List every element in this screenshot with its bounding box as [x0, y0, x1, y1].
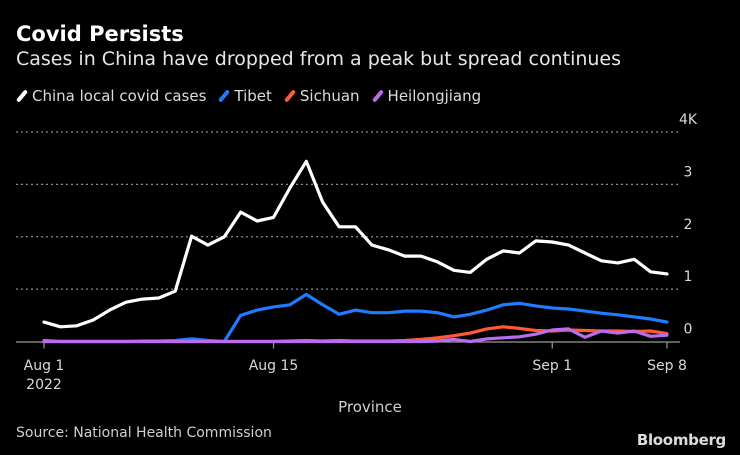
- x-tick-label: Sep 1: [532, 358, 572, 374]
- y-tick-label: 1: [684, 269, 693, 285]
- y-tick-label: 4K: [679, 112, 698, 128]
- x-axis-title: Province: [338, 398, 402, 416]
- legend-label: Heilongjiang: [387, 87, 482, 105]
- x-tick-label: Aug 1: [24, 358, 65, 374]
- x-axis: Aug 1 2022 Aug 15 Sep 1 Sep 8: [16, 341, 687, 393]
- legend-item-sichuan: Sichuan: [283, 87, 360, 105]
- series-lines: [42, 159, 669, 344]
- legend: China local covid cases Tibet Sichuan He…: [15, 87, 493, 105]
- y-tick-label: 3: [684, 164, 693, 180]
- series-line-china-local-covid-cases: [42, 159, 669, 329]
- y-tick-label: 0: [684, 322, 693, 338]
- series-line-sichuan: [42, 325, 669, 344]
- chart-subtitle: Cases in China have dropped from a peak …: [16, 48, 622, 70]
- legend-label: Sichuan: [299, 87, 360, 105]
- legend-item-china: China local covid cases: [15, 87, 207, 105]
- chart-title: Covid Persists: [16, 22, 184, 46]
- gridlines: [16, 131, 680, 290]
- y-axis-labels: 0 1 2 3 4K: [679, 112, 698, 338]
- y-tick-label: 2: [684, 217, 693, 233]
- source-note: Source: National Health Commission: [16, 425, 272, 441]
- x-tick-label: Aug 15: [249, 358, 299, 374]
- legend-item-heilongjiang: Heilongjiang: [371, 87, 482, 105]
- legend-label: Tibet: [234, 87, 272, 105]
- x-tick-label: Sep 8: [647, 358, 687, 374]
- legend-label: China local covid cases: [32, 87, 207, 105]
- x-tick-sublabel: 2022: [26, 377, 62, 393]
- series-line-heilongjiang: [42, 327, 669, 344]
- legend-item-tibet: Tibet: [218, 87, 272, 105]
- bloomberg-logo: Bloomberg: [636, 431, 726, 449]
